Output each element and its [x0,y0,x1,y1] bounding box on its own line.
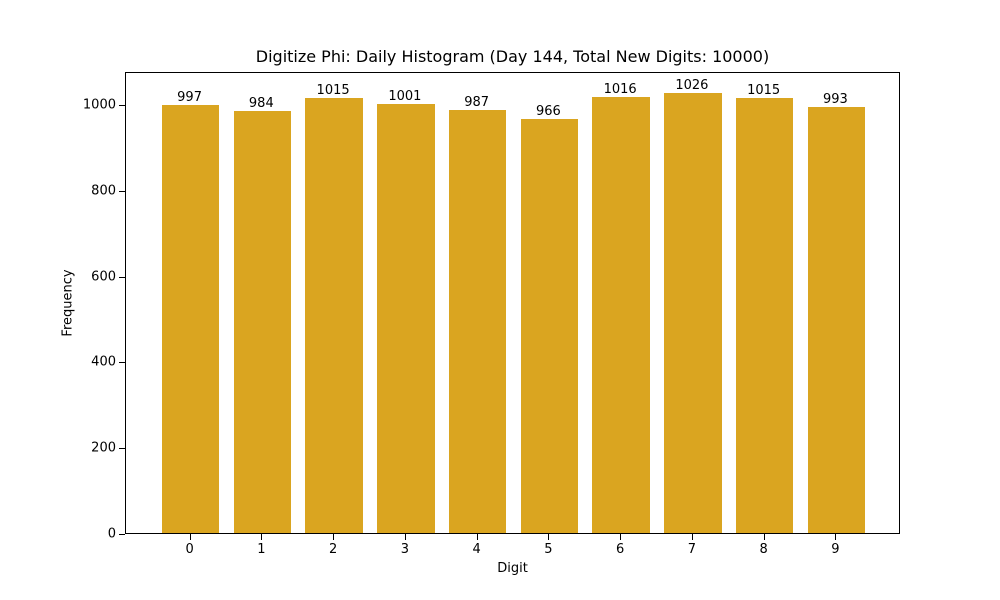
bar-digit-4 [448,109,507,533]
y-tick [119,276,125,278]
x-tick-label: 0 [185,542,194,557]
bar-digit-1 [233,110,292,533]
bar-value-label: 1015 [747,82,781,98]
y-tick [119,105,125,107]
bar-digit-7 [664,92,722,533]
x-tick [333,534,335,540]
x-tick [261,534,263,540]
y-tick [119,534,125,535]
plot-area [125,72,900,534]
y-tick-label: 600 [91,269,116,285]
y-axis-label: Frequency [60,269,76,337]
bar-value-label: 966 [535,103,561,119]
x-tick-label: 3 [400,542,409,557]
x-axis-label: Digit [497,561,528,576]
x-tick-label: 5 [544,542,553,557]
bar-value-label: 1015 [316,82,350,98]
bar-digit-0 [161,105,220,533]
bar-value-label: 987 [464,94,490,110]
x-tick [189,534,191,540]
bar-value-label: 1001 [388,88,422,104]
x-tick-label: 9 [831,542,840,557]
y-tick-label: 200 [91,440,116,456]
x-tick-label: 1 [257,542,266,557]
x-tick-label: 2 [328,542,338,557]
bar-digit-5 [520,118,579,533]
bar-digit-2 [305,97,363,533]
chart-title: Digitize Phi: Daily Histogram (Day 144, … [255,47,770,66]
x-tick [548,534,550,540]
bar-value-label: 993 [822,92,848,108]
bar-digit-3 [377,103,435,533]
bar-value-label: 997 [177,90,202,106]
x-tick-label: 8 [759,542,768,557]
y-tick [119,448,125,450]
x-tick [476,534,478,540]
y-tick [119,190,125,192]
y-tick [119,362,125,364]
bar-digit-8 [735,97,794,533]
x-tick [763,534,765,540]
x-tick [835,534,837,540]
x-tick [404,534,406,540]
y-tick-label: 400 [91,354,116,370]
bar-digit-6 [592,97,650,533]
bar-digit-9 [807,107,866,533]
x-tick-label: 6 [615,542,625,557]
y-tick-label: 1000 [82,97,116,113]
bar-value-label: 1016 [603,82,637,98]
x-tick-label: 7 [687,542,697,557]
x-tick [620,534,622,540]
x-tick-label: 4 [472,542,481,557]
bar-value-label: 1026 [675,77,709,93]
y-tick-label: 800 [91,183,116,199]
bar-value-label: 984 [248,95,274,111]
y-tick-label: 0 [107,526,116,542]
x-tick [691,534,693,540]
